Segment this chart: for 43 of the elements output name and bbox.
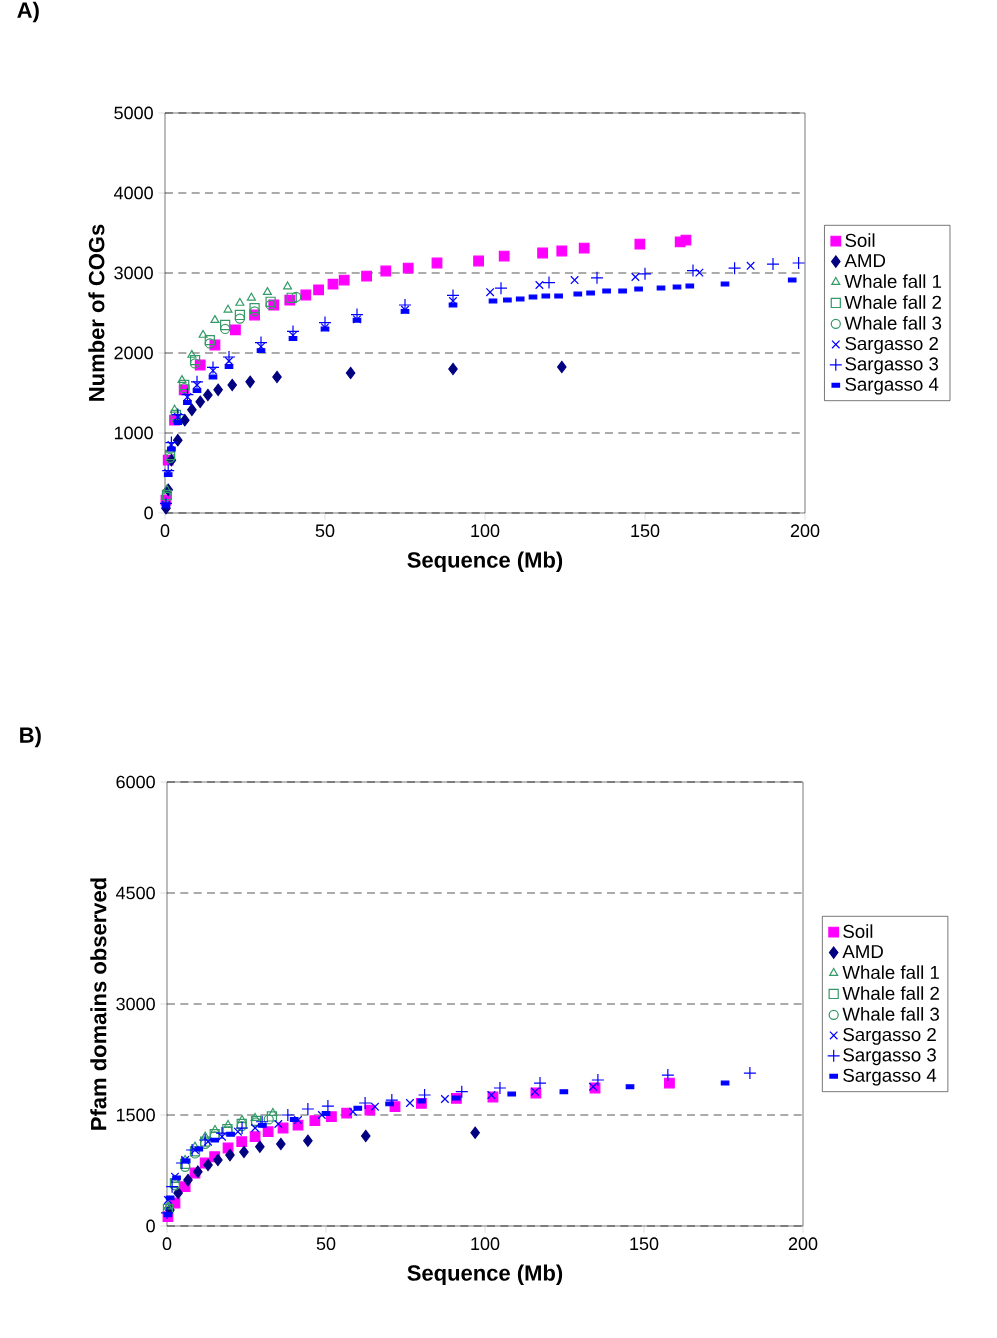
chart-title: B) [20,726,41,748]
y-tick-label: 0 [146,1219,155,1233]
legend-label: Sargasso 2 [843,1027,936,1045]
legend-label: Sargasso 4 [845,377,939,395]
y-tick-label: 1000 [114,426,153,440]
legend-label: Sargasso 3 [845,357,939,375]
y-tick-label: 2000 [114,346,153,360]
y-tick-label: 5000 [114,106,153,120]
y-tick-label: 1500 [116,1108,155,1122]
legend-label: Sargasso 2 [845,336,938,354]
x-tick-label: 100 [471,1237,500,1251]
y-tick-label: 3000 [114,266,153,280]
x-axis-title: Sequence (Mb) [407,551,563,573]
y-axis-title: Number of COGs [88,224,105,401]
legend-label: AMD [842,945,883,959]
x-tick-label: 100 [471,524,500,538]
x-axis-title: Sequence (Mb) [407,1264,563,1286]
x-tick-label: 150 [631,524,660,538]
legend-label: Soil [845,233,875,248]
y-tick-label: 3000 [116,997,155,1011]
legend-label: Whale fall 1 [842,965,939,980]
y-tick-label: 0 [144,506,153,520]
legend-label: Soil [843,924,873,939]
legend-label: Whale fall 3 [844,316,942,330]
x-tick-label: 0 [162,1237,172,1251]
legend-label: Whale fall 3 [842,1007,940,1021]
legend-label: Sargasso 3 [843,1048,936,1066]
x-tick-label: 0 [160,524,170,538]
x-tick-label: 150 [630,1237,659,1251]
chart-title: A) [17,1,39,23]
x-tick-label: 50 [315,524,335,538]
legend-label: AMD [844,254,886,267]
legend-label: Whale fall 2 [842,986,939,1000]
y-tick-label: 4500 [116,886,155,900]
legend-label: Whale fall 2 [844,295,942,309]
x-tick-label: 200 [790,524,820,538]
x-tick-label: 200 [788,1237,818,1251]
y-tick-label: 6000 [116,775,155,789]
x-tick-label: 50 [316,1237,336,1251]
y-axis-title: Pfam domains observed [90,878,107,1130]
y-tick-label: 4000 [114,186,153,200]
legend-label: Sargasso 4 [843,1068,937,1086]
legend-label: Whale fall 1 [844,274,942,289]
